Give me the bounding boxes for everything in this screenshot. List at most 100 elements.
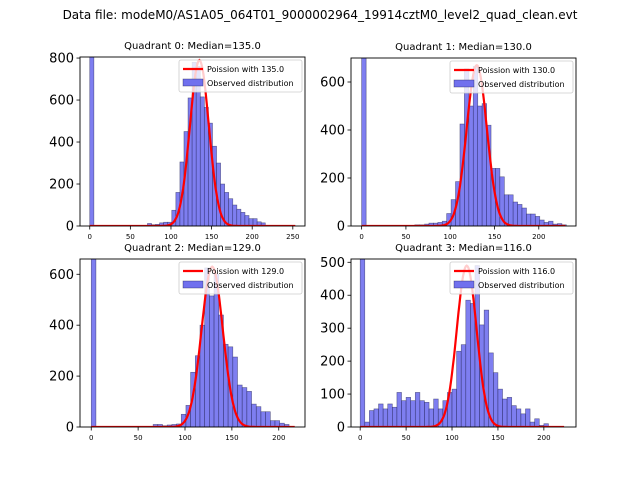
x-tick-label: 50 [126,233,135,241]
histogram-bar [246,391,252,427]
x-tick-label: 250 [286,233,299,241]
subplot-quadrant-0: 0 50 100 150 200 250 0 200 400 600 800 Quadrant 0: … [49,41,306,241]
plot-area [359,259,565,427]
legend-bar-swatch [453,280,475,289]
subplot-quadrant-2: 0 50 100 150 200 0 200 400 600 Quadrant 2: Median… [49,243,306,442]
legend-label-observed: Observed distribution [207,79,294,88]
legend-bar-swatch [453,79,475,88]
subplot-title: Quadrant 2: Median=129.0 [124,243,261,254]
x-tick-label: 200 [272,434,285,442]
histogram-bar [414,392,421,427]
x-tick-label: 150 [225,434,238,442]
histogram-bar [521,207,527,226]
histogram-bar [265,411,271,427]
histogram-bar [460,344,467,427]
x-tick-label: 0 [88,233,92,241]
histogram-bar [428,408,434,427]
y-tick-label: 400 [320,124,345,139]
histogram-bar [387,403,393,427]
x-tick-label: 50 [402,434,411,442]
histogram-bar [209,295,215,427]
y-tick-label: 600 [49,268,74,283]
legend: Poission with 135.0 Observed distribution [178,59,303,93]
y-tick-label: 200 [320,172,345,187]
histogram-bar [369,410,375,427]
histogram-bar [451,388,457,427]
histogram-bar [506,397,513,427]
histogram-bar [410,400,416,427]
histogram-bar [470,303,476,427]
legend-box [178,261,303,295]
y-tick-label: 200 [49,178,74,193]
axes-frame [79,258,306,428]
histogram-bar [244,215,250,226]
y-tick-label: 100 [320,388,345,403]
subplot-title: Quadrant 1: Median=130.0 [395,42,532,53]
y-tick-label: 400 [49,319,74,334]
x-tick-label: 200 [532,233,545,241]
histogram-bar [433,398,439,427]
subplot-title: Quadrant 0: Median=135.0 [124,41,261,52]
x-tick-label: 0 [89,434,93,442]
x-tick-label: 100 [445,434,458,442]
y-tick-label: 400 [49,136,74,151]
legend-box [178,59,303,93]
legend: Poission with 116.0 Observed distribution [449,261,574,295]
poisson-curve [89,58,296,226]
histogram-bar [199,96,205,226]
x-tick-label: 150 [205,233,218,241]
histogram-bar [477,105,483,226]
plot-area [361,58,567,226]
subplot-title: Quadrant 3: Median=116.0 [395,243,532,254]
legend-label-poisson: Poission with 129.0 [207,267,284,276]
y-tick-label: 0 [66,220,74,235]
y-tick-label: 200 [49,370,74,385]
x-tick-label: 200 [246,233,259,241]
x-tick-label: 100 [178,434,191,442]
histogram-bar [248,218,254,226]
axes-frame [350,57,577,227]
y-tick-label: 0 [337,220,345,235]
plot-area [89,57,296,226]
histogram-bar [396,392,402,427]
histogram-bar [530,213,536,226]
histogram-bar [405,397,411,427]
legend-label-poisson: Poission with 116.0 [478,267,555,276]
histogram-bar [382,408,389,427]
subplot-quadrant-3: 0 50 100 150 200 0 100 200 300 400 500 Quadrant 3: … [320,243,577,442]
legend: Poission with 129.0 Observed distribution [178,261,303,295]
y-tick-label: 0 [66,421,74,436]
histogram-bar [526,213,532,226]
legend-label-poisson: Poission with 130.0 [478,66,555,75]
histogram-bar [419,400,425,427]
poisson-curve [91,265,295,427]
histogram-bar [361,58,367,226]
histogram-bar [90,259,97,427]
x-tick-label: 0 [358,434,362,442]
histogram-bar [260,222,266,226]
histogram-bar [424,401,430,427]
histogram-bar [359,259,366,427]
histogram-bar [502,398,508,427]
axes-frame [79,56,306,227]
histogram-bar [512,201,518,226]
x-tick-label: 200 [537,434,550,442]
poisson-curve [361,63,566,226]
axes-frame [350,258,577,428]
legend-bar-swatch [182,78,204,87]
histogram-bar [525,408,531,427]
histogram-bar [284,424,290,427]
y-tick-label: 200 [320,355,345,370]
histogram-bar [89,57,95,226]
y-tick-label: 300 [320,322,345,337]
legend-box [449,60,574,94]
histogram-bar [260,411,266,427]
histogram-bar [517,204,523,226]
histogram-bar [534,418,540,427]
histogram-bar [511,405,517,427]
y-tick-label: 800 [49,52,74,67]
x-tick-label: 150 [488,233,501,241]
x-tick-label: 100 [164,233,177,241]
histogram-bar [236,208,242,226]
